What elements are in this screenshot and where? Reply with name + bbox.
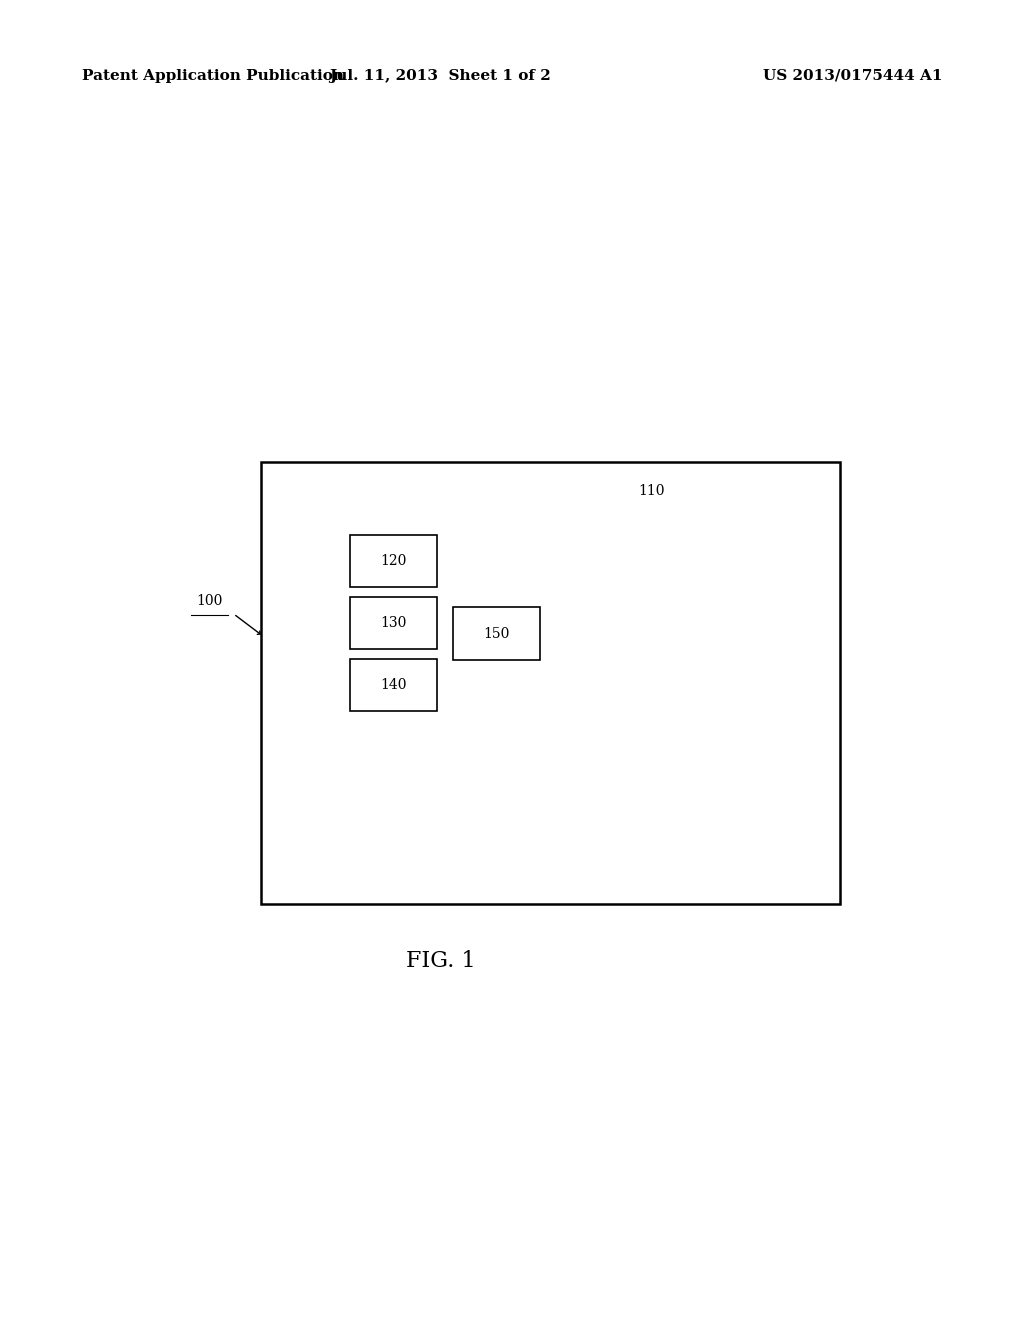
Text: 110: 110 [638,484,665,498]
Text: 150: 150 [483,627,509,640]
Text: 130: 130 [381,616,407,630]
Text: FIG. 1: FIG. 1 [406,950,475,972]
Text: US 2013/0175444 A1: US 2013/0175444 A1 [763,69,942,83]
Text: 120: 120 [381,554,407,568]
Text: 140: 140 [381,678,407,692]
Text: Jul. 11, 2013  Sheet 1 of 2: Jul. 11, 2013 Sheet 1 of 2 [330,69,551,83]
Text: 100: 100 [197,594,223,607]
Text: Patent Application Publication: Patent Application Publication [82,69,344,83]
